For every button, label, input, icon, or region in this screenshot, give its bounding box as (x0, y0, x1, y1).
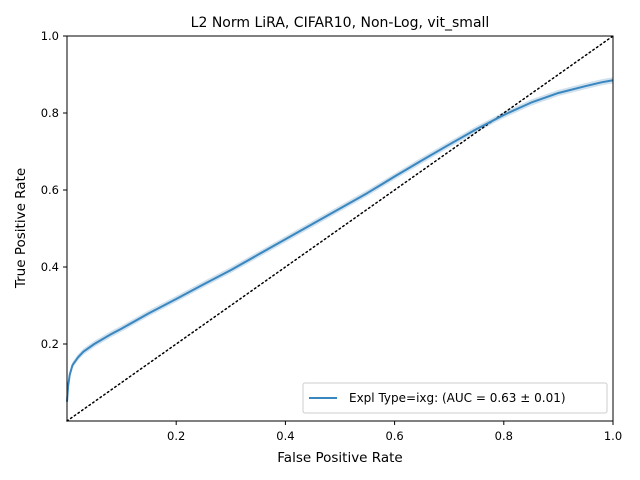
x-axis: 0.2 0.4 0.6 0.8 1.0 (167, 421, 622, 443)
x-tick-label: 0.4 (276, 429, 294, 443)
x-tick-label: 0.6 (385, 429, 403, 443)
legend-label: Expl Type=ixg: (AUC = 0.63 ± 0.01) (349, 391, 566, 405)
axes-frame (66, 35, 614, 422)
y-tick-label: 0.8 (41, 106, 59, 120)
confidence-band (67, 77, 613, 405)
x-tick-label: 0.2 (167, 429, 185, 443)
y-tick-label: 0.6 (41, 183, 59, 197)
x-tick-label: 1.0 (604, 429, 622, 443)
y-axis: 0.2 0.4 0.6 0.8 1.0 (41, 29, 67, 351)
legend-box (302, 382, 608, 414)
legend: Expl Type=ixg: (AUC = 0.63 ± 0.01) (302, 382, 608, 414)
chance-diagonal-line (66, 35, 614, 422)
chart-title: L2 Norm LiRA, CIFAR10, Non-Log, vit_smal… (191, 15, 490, 31)
x-tick-label: 0.8 (495, 429, 513, 443)
y-tick-label: 1.0 (41, 29, 59, 43)
y-axis-label: True Positive Rate (13, 168, 29, 289)
roc-curve-line (66, 79, 614, 402)
x-axis-label: False Positive Rate (277, 450, 402, 466)
y-tick-label: 0.4 (41, 260, 59, 274)
plot-area (66, 35, 614, 422)
y-tick-label: 0.2 (41, 337, 59, 351)
